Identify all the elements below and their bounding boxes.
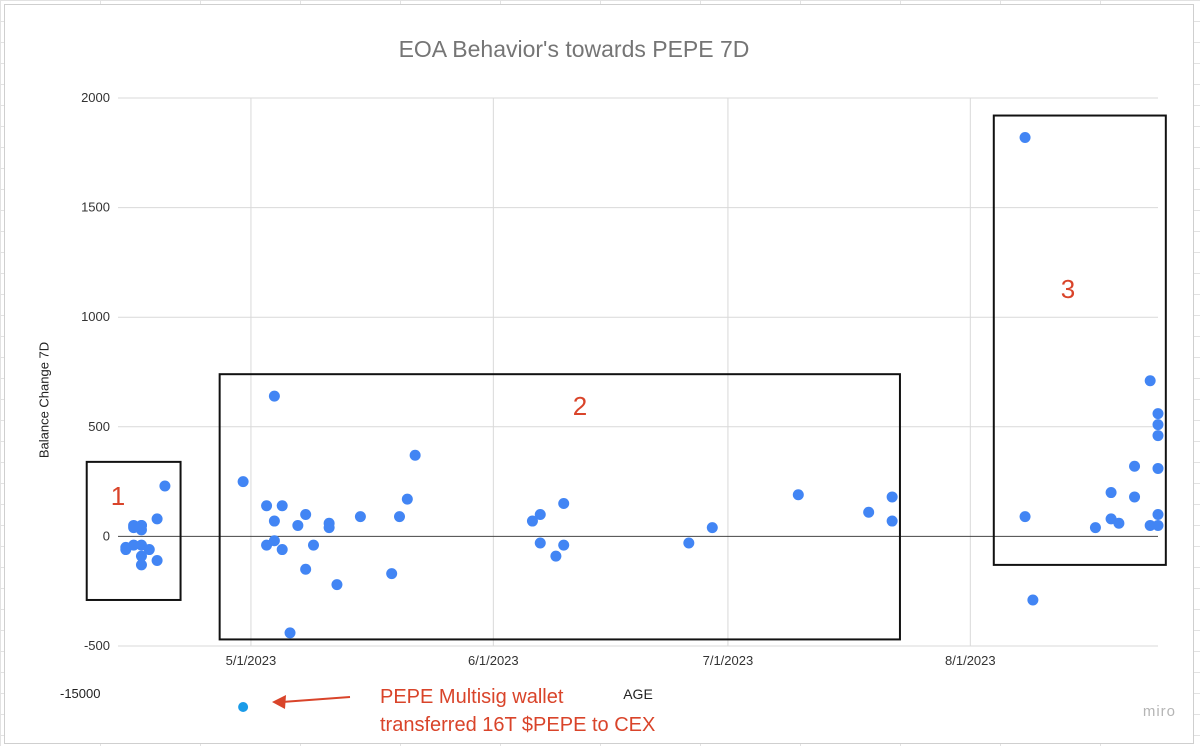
annotation-line-2: transferred 16T $PEPE to CEX: [380, 714, 656, 736]
miro-watermark: miro: [1142, 703, 1176, 720]
data-point: [1152, 430, 1164, 442]
data-point: [534, 508, 546, 520]
data-point: [276, 544, 288, 556]
data-point: [151, 555, 163, 567]
data-point: [268, 515, 280, 527]
data-point: [401, 493, 413, 505]
x-tick-label: 8/1/2023: [945, 653, 996, 668]
annotation-arrow-head: [272, 695, 286, 709]
data-point: [1105, 487, 1117, 499]
data-point: [1144, 375, 1156, 387]
data-point: [683, 537, 695, 549]
chart-title: EOA Behavior's towards PEPE 7D: [398, 36, 750, 62]
data-point: [128, 539, 140, 551]
data-point: [331, 579, 343, 591]
data-point: [268, 535, 280, 547]
data-point: [323, 522, 335, 534]
annotation-text: PEPE Multisig wallet transferred 16T $PE…: [380, 683, 655, 739]
group-label-2: 2: [573, 391, 587, 421]
data-point: [706, 522, 718, 534]
data-point: [1152, 519, 1164, 531]
gridlines: [118, 97, 1158, 647]
data-point: [135, 550, 147, 562]
y-tick-label: 1500: [81, 200, 110, 215]
y-tick-label: -500: [84, 638, 110, 653]
group-label-3: 3: [1061, 274, 1075, 304]
data-point: [1027, 594, 1039, 606]
data-point: [558, 498, 570, 510]
data-point: [1152, 419, 1164, 431]
data-point: [886, 491, 898, 503]
data-point: [1019, 511, 1031, 523]
data-point: [409, 449, 421, 461]
data-point: [135, 559, 147, 571]
outlier-y-tick-label: -15000: [60, 686, 101, 701]
data-points: [120, 131, 1164, 712]
data-point: [1019, 131, 1031, 143]
y-tick-label: 1000: [81, 309, 110, 324]
group-box-1: [85, 460, 182, 601]
data-point: [558, 539, 570, 551]
data-point: [394, 511, 406, 523]
group-label-1: 1: [111, 481, 125, 511]
y-tick-label: 2000: [81, 90, 110, 105]
data-point: [135, 519, 147, 531]
annotation-arrow-group: [272, 695, 351, 709]
group-boxes: 1 2 3: [85, 114, 1167, 641]
data-point: [354, 511, 366, 523]
data-point: [261, 500, 273, 512]
data-point: [237, 476, 249, 488]
data-point: [1113, 517, 1125, 529]
data-point: [1129, 460, 1141, 472]
data-point: [1129, 491, 1141, 503]
x-axis-label: AGE: [623, 686, 653, 702]
annotation-arrow-line: [281, 696, 351, 703]
group-box-2: [218, 373, 901, 641]
data-point: [143, 544, 155, 556]
x-tick-label: 6/1/2023: [468, 653, 519, 668]
data-point: [534, 537, 546, 549]
data-point: [268, 390, 280, 402]
data-point: [792, 489, 804, 501]
y-tick-label: 0: [103, 528, 110, 543]
group-box-3: [992, 114, 1167, 566]
data-point: [300, 563, 312, 575]
data-point: [386, 568, 398, 580]
data-point: [307, 539, 319, 551]
tick-labels: 2000 1500 1000 500 0 -500 5/1/2023 6/1/2023 7/1/…: [81, 90, 996, 668]
data-point: [159, 480, 171, 492]
data-point: [1152, 408, 1164, 420]
data-point: [863, 506, 875, 518]
data-point: [886, 515, 898, 527]
data-point: [292, 519, 304, 531]
data-point: [276, 500, 288, 512]
data-point: [300, 508, 312, 520]
data-point: [526, 515, 538, 527]
data-point: [1152, 508, 1164, 520]
x-tick-label: 7/1/2023: [703, 653, 754, 668]
data-point: [1144, 519, 1156, 531]
data-point: [1089, 522, 1101, 534]
data-point: [1152, 462, 1164, 474]
y-tick-label: 500: [88, 419, 110, 434]
data-point: [550, 550, 562, 562]
data-point: [284, 627, 296, 639]
data-point: [151, 513, 163, 525]
x-tick-label: 5/1/2023: [226, 653, 277, 668]
outlier-point: [238, 702, 249, 712]
annotation-line-1: PEPE Multisig wallet: [380, 686, 564, 708]
